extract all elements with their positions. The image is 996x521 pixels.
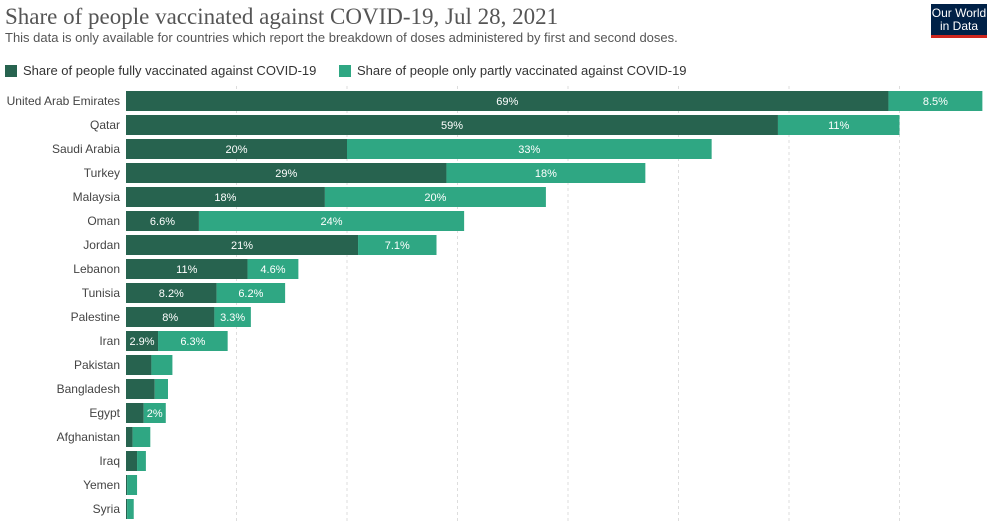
bar-segment-fully[interactable] bbox=[126, 427, 133, 447]
bar-segment-fully[interactable] bbox=[126, 307, 215, 327]
bar-segment-partly[interactable] bbox=[151, 355, 173, 375]
bar-value-label: 20% bbox=[424, 192, 446, 204]
bar-value-label: 24% bbox=[321, 216, 343, 228]
bar-segment-fully[interactable] bbox=[126, 187, 325, 207]
bar-segment-fully[interactable] bbox=[126, 259, 248, 279]
chart-title: Share of people vaccinated against COVID… bbox=[5, 4, 559, 29]
bar-value-label: 8.2% bbox=[159, 288, 184, 300]
bar-segment-fully[interactable] bbox=[126, 163, 447, 183]
bar-segment-partly[interactable] bbox=[214, 307, 251, 327]
bar-value-label: 3.3% bbox=[220, 312, 245, 324]
bar-value-label: 69% bbox=[496, 96, 518, 108]
bar-value-label: 2.9% bbox=[129, 336, 154, 348]
category-label: Bangladesh bbox=[57, 382, 120, 396]
category-label: Yemen bbox=[83, 478, 120, 492]
bar-segment-fully[interactable] bbox=[126, 331, 159, 351]
bar-segment-fully[interactable] bbox=[126, 475, 128, 495]
bar-value-label: 21% bbox=[231, 240, 253, 252]
bar-segment-fully[interactable] bbox=[126, 91, 889, 111]
bar-segment-fully[interactable] bbox=[126, 499, 128, 519]
owid-logo[interactable]: Our World in Data bbox=[931, 4, 987, 38]
bar-value-label: 11% bbox=[828, 120, 849, 132]
category-label: Tunisia bbox=[82, 286, 121, 300]
category-label: Syria bbox=[93, 502, 121, 516]
bar-segment-partly[interactable] bbox=[358, 235, 437, 255]
bars: 69% 8.5% 59% 11% 20% 33% 29% 18% 18% 20% 6.6% 24% 21… bbox=[126, 91, 983, 519]
category-label: Pakistan bbox=[74, 358, 120, 372]
category-label: Malaysia bbox=[73, 190, 121, 204]
legend-item-fully[interactable]: Share of people fully vaccinated against… bbox=[5, 63, 316, 78]
bar-segment-fully[interactable] bbox=[126, 235, 359, 255]
legend: Share of people fully vaccinated against… bbox=[5, 63, 706, 80]
bar-segment-partly[interactable] bbox=[127, 499, 134, 519]
bar-segment-partly[interactable] bbox=[888, 91, 983, 111]
bar-value-label: 6.2% bbox=[238, 288, 263, 300]
bar-value-label: 2% bbox=[147, 408, 163, 420]
bar-segment-partly[interactable] bbox=[446, 163, 646, 183]
bar-segment-partly[interactable] bbox=[154, 379, 168, 399]
bar-value-label: 11% bbox=[176, 264, 197, 276]
category-label: Palestine bbox=[71, 310, 121, 324]
category-label: Saudi Arabia bbox=[52, 142, 120, 156]
bar-segment-fully[interactable] bbox=[126, 355, 152, 375]
bar-value-label: 33% bbox=[518, 144, 540, 156]
category-labels: United Arab Emirates Qatar Saudi Arabia Tur… bbox=[7, 94, 121, 516]
bar-value-label: 6.6% bbox=[150, 216, 175, 228]
bar-segment-fully[interactable] bbox=[126, 211, 199, 231]
bar-segment-fully[interactable] bbox=[126, 403, 144, 423]
legend-swatch-fully bbox=[5, 64, 17, 77]
chart-subtitle: This data is only available for countrie… bbox=[5, 30, 678, 45]
category-label: Oman bbox=[87, 214, 120, 228]
bar-value-label: 8.5% bbox=[923, 96, 948, 108]
legend-label-partly: Share of people only partly vaccinated a… bbox=[357, 63, 687, 78]
category-label: Jordan bbox=[83, 238, 120, 252]
bar-segment-fully[interactable] bbox=[126, 379, 155, 399]
bar-segment-fully[interactable] bbox=[126, 115, 778, 135]
legend-label-fully: Share of people fully vaccinated against… bbox=[23, 63, 317, 78]
bar-segment-partly[interactable] bbox=[777, 115, 900, 135]
bar-segment-partly[interactable] bbox=[158, 331, 228, 351]
bar-value-label: 8% bbox=[162, 312, 178, 324]
bar-value-label: 18% bbox=[214, 192, 236, 204]
bar-value-label: 18% bbox=[535, 168, 557, 180]
category-label: Afghanistan bbox=[57, 430, 120, 444]
category-label: Iraq bbox=[99, 454, 120, 468]
bar-value-label: 29% bbox=[275, 168, 297, 180]
bar-segment-partly[interactable] bbox=[216, 283, 286, 303]
bar-segment-partly[interactable] bbox=[132, 427, 151, 447]
logo-line-1: Our World bbox=[931, 6, 987, 20]
bar-value-label: 7.1% bbox=[385, 240, 410, 252]
bar-segment-fully[interactable] bbox=[126, 451, 138, 471]
bar-segment-partly[interactable] bbox=[324, 187, 546, 207]
bar-segment-partly[interactable] bbox=[198, 211, 465, 231]
category-label: Qatar bbox=[90, 118, 120, 132]
bar-segment-partly[interactable] bbox=[247, 259, 299, 279]
legend-item-partly[interactable]: Share of people only partly vaccinated a… bbox=[339, 63, 687, 78]
bar-segment-fully[interactable] bbox=[126, 283, 217, 303]
bar-value-label: 59% bbox=[441, 120, 463, 132]
legend-swatch-partly bbox=[339, 64, 352, 77]
category-label: United Arab Emirates bbox=[7, 94, 120, 108]
logo-line-2: in Data bbox=[939, 19, 979, 33]
bar-value-label: 6.3% bbox=[180, 336, 205, 348]
bar-segment-fully[interactable] bbox=[126, 139, 347, 159]
category-label: Turkey bbox=[84, 166, 120, 180]
bar-segment-partly[interactable] bbox=[143, 403, 166, 423]
category-label: Egypt bbox=[89, 406, 120, 420]
bar-value-label: 4.6% bbox=[260, 264, 285, 276]
category-label: Lebanon bbox=[73, 262, 120, 276]
bar-segment-partly[interactable] bbox=[127, 475, 138, 495]
bar-value-label: 20% bbox=[225, 144, 247, 156]
category-label: Iran bbox=[99, 334, 120, 348]
bar-segment-partly[interactable] bbox=[137, 451, 146, 471]
bar-segment-partly[interactable] bbox=[347, 139, 712, 159]
